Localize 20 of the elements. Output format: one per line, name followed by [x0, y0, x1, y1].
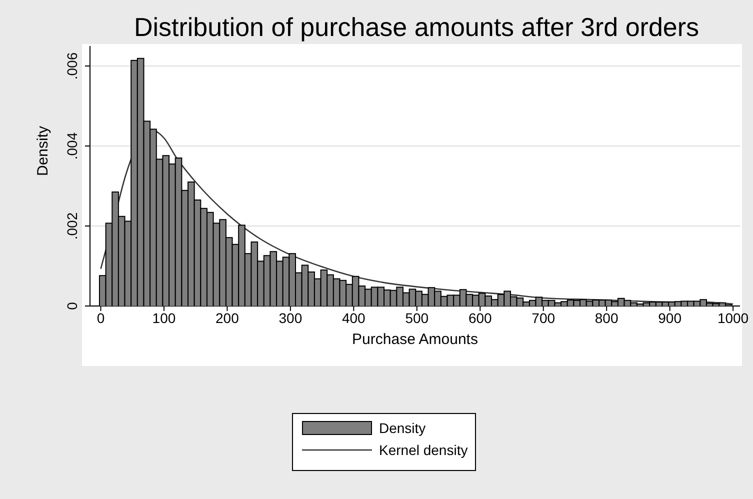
x-tick-label: 800	[594, 310, 618, 326]
x-tick-label: 600	[468, 310, 492, 326]
x-tick-label: 300	[278, 310, 302, 326]
chart-title: Distribution of purchase amounts after 3rd orders	[132, 12, 700, 43]
x-tick-label: 700	[532, 310, 556, 326]
x-tick-label: 500	[405, 310, 429, 326]
y-tick-label: .004	[64, 132, 80, 160]
y-tick-label: .006	[64, 52, 80, 80]
legend-label: Density	[379, 420, 426, 436]
y-tick-label: .002	[64, 212, 80, 240]
x-tick-label: 900	[658, 310, 682, 326]
y-axis-title: Density	[34, 125, 52, 176]
y-tick-label: 0	[64, 302, 80, 310]
x-tick-label: 0	[96, 310, 105, 326]
x-tick-label: 200	[216, 310, 240, 326]
legend-label: Kernel density	[379, 442, 468, 458]
x-tick-label: 1000	[717, 310, 749, 326]
x-tick-label: 400	[342, 310, 366, 326]
x-axis-title: Purchase Amounts	[352, 331, 478, 348]
x-tick-label: 100	[152, 310, 176, 326]
